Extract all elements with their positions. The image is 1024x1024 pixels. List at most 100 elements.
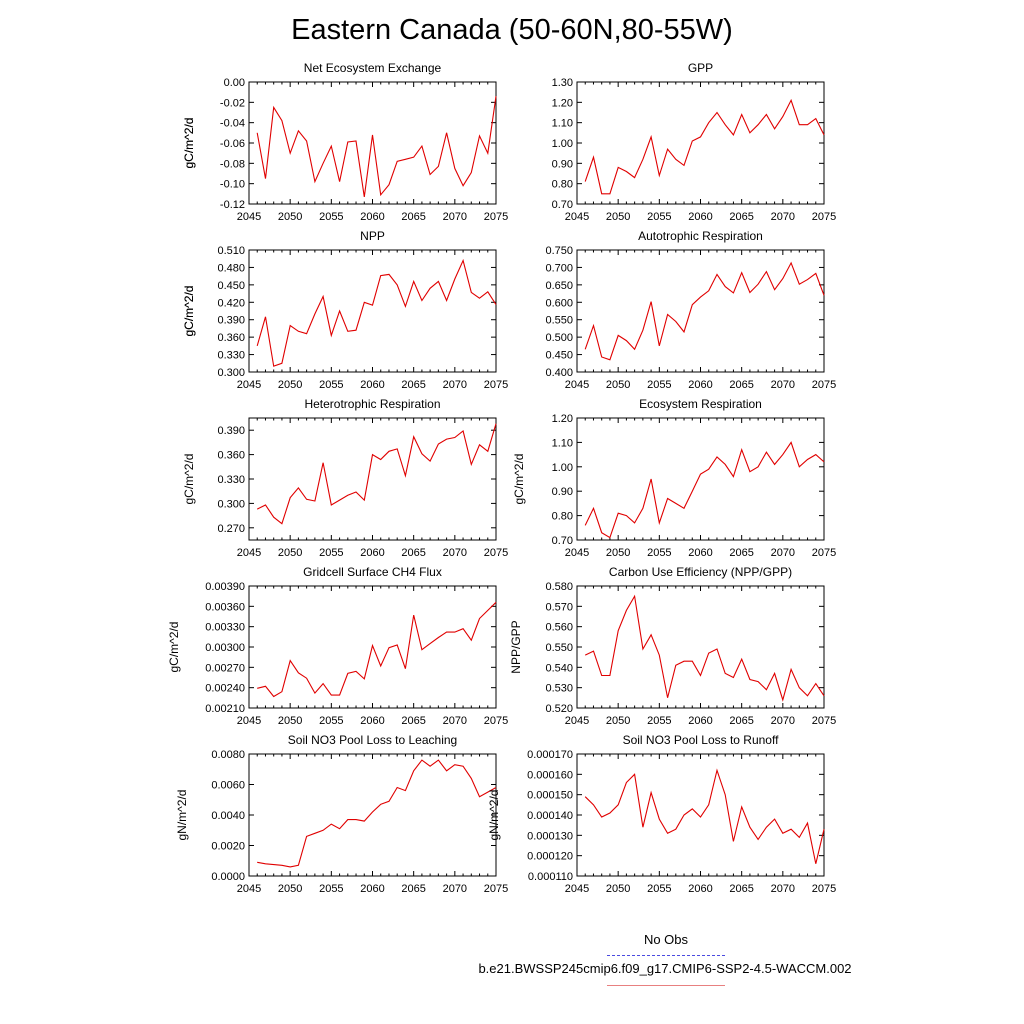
y-tick-label: 0.550 xyxy=(545,642,573,654)
series-line xyxy=(584,441,825,539)
x-tick-label: 2060 xyxy=(688,379,712,391)
y-tick-label: 0.390 xyxy=(217,315,245,327)
x-tick-label: 2060 xyxy=(688,547,712,559)
panel-9: Soil NO3 Pool Loss to Leaching gN/m^2/d 20… xyxy=(175,733,508,895)
panel-6: Ecosystem Respiration gC/m^2/d 2045 2050 205… xyxy=(512,397,836,559)
series-line xyxy=(584,594,825,702)
series-line xyxy=(584,768,825,864)
y-tick-label: 0.0000 xyxy=(211,871,245,883)
y-tick-label: 0.330 xyxy=(217,350,245,362)
x-tick-label: 2065 xyxy=(401,883,425,895)
y-tick-label: -0.12 xyxy=(220,199,245,211)
panel-title: Soil NO3 Pool Loss to Leaching xyxy=(288,733,457,747)
legend-model-label: b.e21.BWSSP245cmip6.f09_g17.CMIP6-SSP2-4… xyxy=(478,961,852,976)
y-tick-label: 0.480 xyxy=(217,262,245,274)
x-tick-label: 2055 xyxy=(647,715,671,727)
y-tick-label: 0.000170 xyxy=(527,749,573,761)
y-tick-label: 0.650 xyxy=(545,280,573,292)
y-tick-label: 0.70 xyxy=(552,199,573,211)
y-axis-label: NPP/GPP xyxy=(509,620,523,673)
plot-frame xyxy=(576,249,825,373)
y-tick-label: 0.00210 xyxy=(205,703,245,715)
panel-title: Soil NO3 Pool Loss to Runoff xyxy=(623,733,780,747)
y-tick-label: 0.00390 xyxy=(205,581,245,593)
y-tick-label: 0.420 xyxy=(217,297,245,309)
x-tick-label: 2070 xyxy=(443,883,467,895)
y-tick-label: 0.390 xyxy=(217,425,245,437)
x-tick-label: 2075 xyxy=(484,547,508,559)
x-tick-label: 2075 xyxy=(812,211,836,223)
x-tick-label: 2045 xyxy=(565,379,589,391)
series-line xyxy=(584,98,825,195)
plot-frame xyxy=(576,753,825,877)
y-tick-label: 0.000140 xyxy=(527,810,573,822)
y-tick-label: 0.700 xyxy=(545,262,573,274)
x-tick-label: 2065 xyxy=(401,715,425,727)
figure-title: Eastern Canada (50-60N,80-55W) xyxy=(291,14,733,46)
y-tick-label: -0.06 xyxy=(220,138,245,150)
y-tick-label: 0.510 xyxy=(217,245,245,257)
panel-title: Autotrophic Respiration xyxy=(638,229,763,243)
y-tick-label: 0.000160 xyxy=(527,769,573,781)
y-tick-label: 0.000120 xyxy=(527,851,573,863)
x-tick-label: 2060 xyxy=(360,211,384,223)
panel-title: Heterotrophic Respiration xyxy=(304,397,440,411)
x-tick-label: 2045 xyxy=(237,379,261,391)
x-tick-label: 2065 xyxy=(729,883,753,895)
x-tick-label: 2060 xyxy=(360,715,384,727)
series-line xyxy=(256,96,497,197)
x-tick-label: 2070 xyxy=(771,379,795,391)
y-tick-label: -0.08 xyxy=(220,158,245,170)
panel-10: Soil NO3 Pool Loss to Runoff gN/m^2/d 2045… xyxy=(487,733,836,895)
y-axis-label: gC/m^2/d xyxy=(182,286,196,337)
x-tick-label: 2045 xyxy=(237,883,261,895)
x-tick-label: 2075 xyxy=(812,547,836,559)
x-tick-label: 2070 xyxy=(443,547,467,559)
y-tick-label: 1.20 xyxy=(552,413,573,425)
y-axis-label: gC/m^2/d xyxy=(512,454,526,505)
y-tick-label: 0.540 xyxy=(545,662,573,674)
y-tick-label: 0.530 xyxy=(545,683,573,695)
y-axis-label: gC/m^2/d xyxy=(182,118,196,169)
panel-title: GPP xyxy=(688,61,713,75)
y-tick-label: 0.560 xyxy=(545,622,573,634)
y-tick-label: 0.0040 xyxy=(211,810,245,822)
y-tick-label: 0.70 xyxy=(552,535,573,547)
y-tick-label: 0.550 xyxy=(545,315,573,327)
panel-title: NPP xyxy=(360,229,385,243)
x-tick-label: 2075 xyxy=(812,883,836,895)
y-tick-label: 0.400 xyxy=(545,367,573,379)
y-tick-label: -0.02 xyxy=(220,97,245,109)
y-tick-label: 0.750 xyxy=(545,245,573,257)
y-tick-label: 0.300 xyxy=(217,498,245,510)
y-tick-label: 0.500 xyxy=(545,332,573,344)
x-tick-label: 2055 xyxy=(647,379,671,391)
x-tick-label: 2045 xyxy=(237,547,261,559)
x-tick-label: 2055 xyxy=(319,211,343,223)
panel-title: Carbon Use Efficiency (NPP/GPP) xyxy=(609,565,792,579)
x-tick-label: 2065 xyxy=(729,715,753,727)
y-tick-label: 0.000130 xyxy=(527,830,573,842)
x-tick-label: 2050 xyxy=(606,211,630,223)
panel-title: Net Ecosystem Exchange xyxy=(304,61,442,75)
x-tick-label: 2075 xyxy=(812,379,836,391)
x-tick-label: 2055 xyxy=(319,715,343,727)
x-tick-label: 2055 xyxy=(319,379,343,391)
y-tick-label: 0.000110 xyxy=(528,871,573,883)
y-tick-label: -0.10 xyxy=(220,179,245,191)
y-tick-label: 0.90 xyxy=(552,486,573,498)
x-tick-label: 2050 xyxy=(278,211,302,223)
series-line xyxy=(584,261,825,361)
x-tick-label: 2070 xyxy=(443,379,467,391)
y-axis-label: gN/m^2/d xyxy=(487,790,501,841)
x-tick-label: 2065 xyxy=(729,211,753,223)
y-axis-label: gC/m^2/d xyxy=(167,622,181,673)
x-tick-label: 2075 xyxy=(484,883,508,895)
x-tick-label: 2050 xyxy=(278,379,302,391)
panel-1: Net Ecosystem Exchange gC/m^2/d 2045 2050 20… xyxy=(182,61,508,223)
panel-5: Heterotrophic Respiration gC/m^2/d 2045 205… xyxy=(182,397,508,559)
x-tick-label: 2055 xyxy=(647,211,671,223)
x-tick-label: 2045 xyxy=(565,547,589,559)
x-tick-label: 2075 xyxy=(484,379,508,391)
